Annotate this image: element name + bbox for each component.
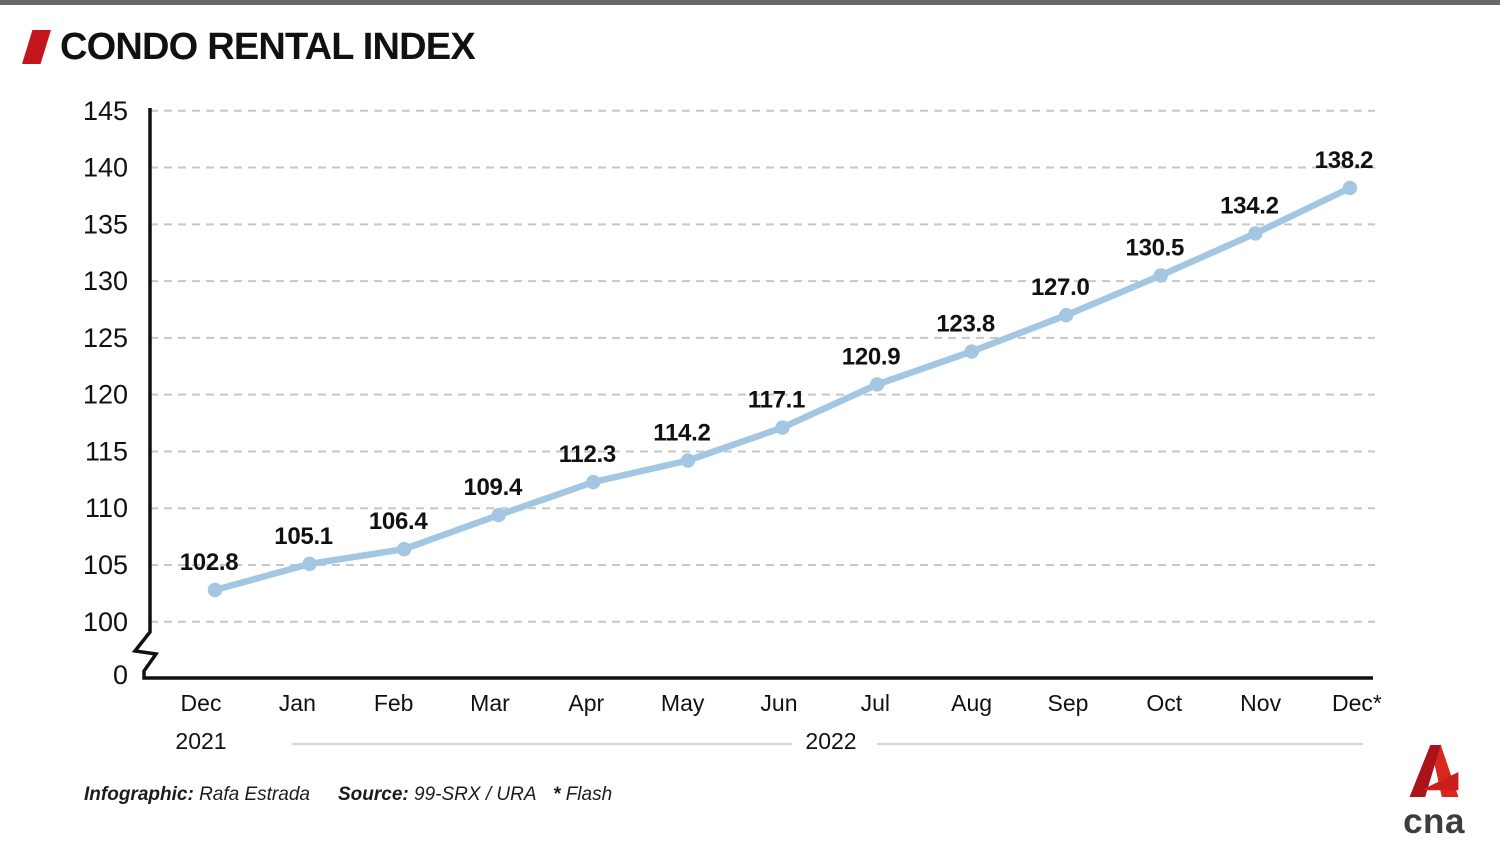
x-tick-label: Dec xyxy=(181,690,222,716)
flash-text: Flash xyxy=(565,784,613,805)
series-line xyxy=(211,184,1354,594)
flash-symbol: * xyxy=(553,784,561,805)
x-tick-label: Dec* xyxy=(1332,690,1382,716)
y-tick-label: 115 xyxy=(85,436,128,466)
x-tick-label: Sep xyxy=(1048,690,1089,716)
y-tick-label: 110 xyxy=(85,493,128,523)
data-point-marker xyxy=(207,582,223,598)
data-point-label: 123.8 xyxy=(936,311,995,338)
x-tick-label: Jan xyxy=(279,690,316,716)
data-point-marker xyxy=(396,541,412,557)
y-tick-label: 0 xyxy=(113,660,128,690)
data-point-marker xyxy=(586,474,601,490)
data-point-label: 134.2 xyxy=(1220,192,1279,219)
chart-header: CONDO RENTAL INDEX xyxy=(22,26,476,68)
data-point-label: 120.9 xyxy=(842,343,901,370)
infographic-label: Infographic: xyxy=(84,784,194,805)
y-tick-label: 100 xyxy=(83,607,128,637)
cna-logo-mark xyxy=(1409,745,1459,797)
cna-logo-text: cna xyxy=(1403,802,1465,841)
cna-logo: cna xyxy=(1398,745,1470,839)
y-tick-label: 125 xyxy=(83,323,128,353)
axis-line xyxy=(131,108,1373,680)
data-point-label: 106.4 xyxy=(369,508,429,535)
x-tick-label: Aug xyxy=(951,690,992,716)
x-tick-label: Jun xyxy=(760,690,797,716)
data-point-label: 109.4 xyxy=(463,474,523,501)
infographic-credit: Infographic: Rafa Estrada xyxy=(84,784,310,806)
x-tick-label: Oct xyxy=(1146,690,1182,716)
data-point-marker xyxy=(1059,307,1074,323)
y-tick-label: 120 xyxy=(83,380,128,410)
y-tick-label: 130 xyxy=(83,266,128,296)
data-point-marker xyxy=(964,344,979,359)
data-point-label: 117.1 xyxy=(748,387,805,414)
flash-note: * Flash xyxy=(553,784,612,806)
data-point-marker xyxy=(775,420,790,435)
year-label: 2022 xyxy=(805,728,856,754)
data-point-marker xyxy=(1153,268,1169,283)
y-tick-label: 140 xyxy=(83,153,128,183)
footer: Infographic: Rafa Estrada Source: 99-SRX… xyxy=(0,784,1500,812)
year-label: 2021 xyxy=(175,728,226,754)
data-point-label: 130.5 xyxy=(1126,234,1185,261)
y-tick-label: 145 xyxy=(83,96,128,126)
x-tick-label: Nov xyxy=(1240,690,1281,716)
x-tick-label: May xyxy=(661,690,705,716)
data-point-label: 102.8 xyxy=(180,549,239,576)
data-point-label: 114.2 xyxy=(653,420,710,447)
data-point-label: 105.1 xyxy=(274,523,333,550)
source-label: Source: xyxy=(338,784,409,805)
x-tick-label: Jul xyxy=(861,690,890,716)
source-credit: Source: 99-SRX / URA xyxy=(338,784,537,806)
data-point-marker xyxy=(1342,180,1358,196)
data-point-marker xyxy=(680,453,696,468)
data-point-marker xyxy=(491,507,506,523)
y-tick-label: 105 xyxy=(83,550,128,580)
data-point-marker xyxy=(1248,226,1263,241)
y-tick-label: 135 xyxy=(83,209,128,239)
data-point-label: 127.0 xyxy=(1031,274,1090,301)
x-tick-label: Apr xyxy=(568,690,604,716)
x-tick-label: Feb xyxy=(374,690,414,716)
top-bar xyxy=(0,0,1500,5)
red-slash-icon xyxy=(22,30,51,64)
data-point-marker xyxy=(869,377,885,392)
data-point-marker xyxy=(302,556,317,572)
infographic-value: Rafa Estrada xyxy=(199,784,310,805)
x-tick-label: Mar xyxy=(470,690,510,716)
data-point-label: 138.2 xyxy=(1315,147,1374,174)
data-point-label: 112.3 xyxy=(559,441,616,468)
source-value: 99-SRX / URA xyxy=(414,784,537,805)
chart-title: CONDO RENTAL INDEX xyxy=(60,26,476,68)
